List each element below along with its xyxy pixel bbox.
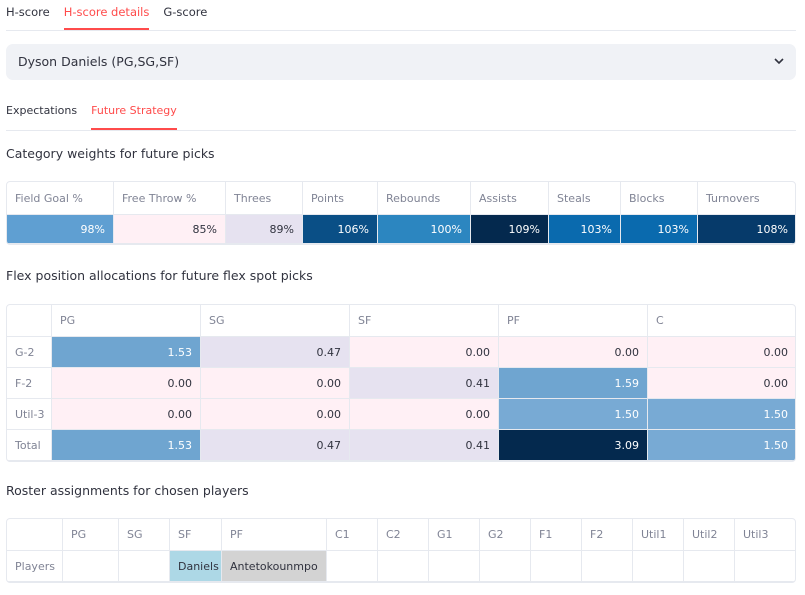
cell: 1.53 — [52, 430, 201, 461]
row-header: F-2 — [7, 368, 52, 399]
cell: 1.59 — [499, 368, 648, 399]
cell — [531, 551, 582, 582]
row-header: Total — [7, 430, 52, 461]
chevron — [774, 58, 784, 65]
column-header: SF — [350, 305, 499, 337]
row-header: Players — [7, 551, 63, 582]
column-header: F1 — [531, 519, 582, 551]
top-tabs: H-score H-score details G-score — [6, 0, 796, 31]
row-header: Util-3 — [7, 399, 52, 430]
cell: Daniels — [170, 551, 222, 582]
column-header: PG — [52, 305, 201, 337]
cell: 3.09 — [499, 430, 648, 461]
row-header: G-2 — [7, 337, 52, 368]
column-header: Util1 — [633, 519, 684, 551]
cell: 0.00 — [350, 337, 499, 368]
column-header: C1 — [327, 519, 378, 551]
column-header: Points — [303, 182, 378, 215]
cell — [63, 551, 119, 582]
cell: 0.47 — [201, 430, 350, 461]
cell: 109% — [471, 215, 549, 244]
column-header: PF — [499, 305, 648, 337]
tab[interactable]: G-score — [163, 5, 208, 19]
cell: 1.50 — [499, 399, 648, 430]
cell — [735, 551, 795, 582]
cell — [378, 551, 429, 582]
cell: Antetokounmpo — [222, 551, 327, 582]
column-header: Util2 — [684, 519, 735, 551]
column-header: G1 — [429, 519, 480, 551]
column-header: Util3 — [735, 519, 795, 551]
cell: 1.53 — [52, 337, 201, 368]
roster-table: PG SG SF PF C1 C2 G1 G2 F1 F2 Util1 Util2 Util3 Playe… — [6, 518, 796, 583]
tab[interactable]: Expectations — [6, 104, 78, 117]
column-header: SF — [170, 519, 222, 551]
cell: 98% — [7, 215, 114, 244]
cell: 0.47 — [201, 337, 350, 368]
column-header: Free Throw % — [114, 182, 226, 215]
column-header: PG — [63, 519, 119, 551]
column-header: Steals — [549, 182, 621, 215]
cell: 0.00 — [499, 337, 648, 368]
column-header: Turnovers — [698, 182, 795, 215]
cell — [480, 551, 531, 582]
cell: 89% — [226, 215, 303, 244]
sub-tabs: Expectations Future Strategy — [6, 100, 796, 131]
column-header: C — [648, 305, 795, 337]
cell: 0.00 — [201, 399, 350, 430]
cell — [684, 551, 735, 582]
cell: 100% — [378, 215, 471, 244]
cell: 0.00 — [52, 368, 201, 399]
column-header: Field Goal % — [7, 182, 114, 215]
section-title: Roster assignments for chosen players — [6, 483, 249, 498]
cell: 0.41 — [350, 368, 499, 399]
cell: 0.41 — [350, 430, 499, 461]
cell — [582, 551, 633, 582]
cell: 103% — [621, 215, 698, 244]
column-header: Blocks — [621, 182, 698, 215]
player-select[interactable]: Dyson Daniels (PG,SG,SF) — [6, 44, 796, 80]
cell — [633, 551, 684, 582]
column-header: G2 — [480, 519, 531, 551]
cell: 0.00 — [350, 399, 499, 430]
column-header: PF — [222, 519, 327, 551]
cell — [119, 551, 170, 582]
cell: 0.00 — [648, 368, 795, 399]
column-header: SG — [119, 519, 170, 551]
column-header: SG — [201, 305, 350, 337]
section-title: Category weights for future picks — [6, 146, 215, 161]
tab[interactable]: H-score — [6, 5, 50, 19]
cell: 1.50 — [648, 399, 795, 430]
column-header: F2 — [582, 519, 633, 551]
column-header: Rebounds — [378, 182, 471, 215]
cell: 108% — [698, 215, 795, 244]
tab[interactable]: Future Strategy — [91, 100, 177, 130]
weights-table: Field Goal % Free Throw % Threes Points Rebo… — [6, 181, 796, 245]
section-title: Flex position allocations for future fle… — [6, 268, 313, 283]
cell — [429, 551, 480, 582]
cell: 0.00 — [648, 337, 795, 368]
cell — [327, 551, 378, 582]
select-value: Dyson Daniels (PG,SG,SF) — [18, 54, 180, 69]
cell: 103% — [549, 215, 621, 244]
cell: 0.00 — [201, 368, 350, 399]
corner-cell — [7, 519, 63, 551]
column-header: Threes — [226, 182, 303, 215]
cell: 1.50 — [648, 430, 795, 461]
cell: 106% — [303, 215, 378, 244]
cell: 85% — [114, 215, 226, 244]
cell: 0.00 — [52, 399, 201, 430]
column-header: C2 — [378, 519, 429, 551]
tab[interactable]: H-score details — [63, 0, 150, 30]
corner-cell — [7, 305, 52, 337]
flex-table: PG SG SF PF C G-2 1.53 0.47 0.00 0.00 0.00 F-2 0.00 0… — [6, 304, 796, 462]
column-header: Assists — [471, 182, 549, 215]
